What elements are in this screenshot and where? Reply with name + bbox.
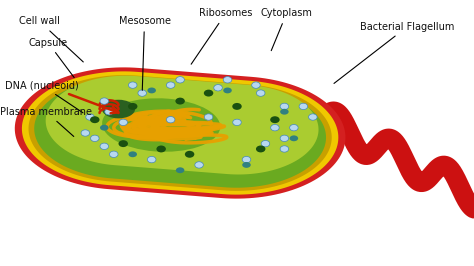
Ellipse shape — [271, 124, 279, 131]
Ellipse shape — [256, 146, 265, 152]
Polygon shape — [34, 78, 326, 188]
Ellipse shape — [102, 98, 220, 152]
Ellipse shape — [147, 156, 156, 163]
Ellipse shape — [280, 135, 289, 142]
Ellipse shape — [138, 90, 146, 96]
Text: DNA (nucleoid): DNA (nucleoid) — [5, 80, 83, 113]
Ellipse shape — [100, 98, 109, 104]
Ellipse shape — [232, 103, 242, 110]
Ellipse shape — [223, 77, 232, 83]
Text: Cytoplasm: Cytoplasm — [261, 8, 312, 51]
Ellipse shape — [280, 103, 289, 110]
Ellipse shape — [242, 162, 251, 168]
Ellipse shape — [90, 116, 100, 123]
Ellipse shape — [100, 125, 109, 131]
Ellipse shape — [81, 130, 90, 136]
Ellipse shape — [223, 88, 232, 93]
Ellipse shape — [100, 143, 109, 149]
Ellipse shape — [280, 146, 289, 152]
Ellipse shape — [128, 82, 137, 88]
Ellipse shape — [195, 162, 203, 168]
Ellipse shape — [233, 119, 241, 126]
Ellipse shape — [270, 116, 280, 123]
Ellipse shape — [102, 100, 135, 118]
Ellipse shape — [156, 146, 166, 152]
Ellipse shape — [185, 151, 194, 158]
Polygon shape — [28, 75, 332, 191]
Ellipse shape — [86, 114, 94, 120]
Text: Plasma membrane: Plasma membrane — [0, 107, 92, 136]
Ellipse shape — [176, 167, 184, 173]
Ellipse shape — [119, 119, 128, 126]
Ellipse shape — [109, 151, 118, 157]
Ellipse shape — [290, 124, 298, 131]
Ellipse shape — [214, 85, 222, 91]
Ellipse shape — [147, 88, 156, 93]
Ellipse shape — [175, 98, 185, 105]
Ellipse shape — [128, 103, 137, 110]
Ellipse shape — [105, 109, 113, 115]
Text: Mesosome: Mesosome — [118, 16, 171, 90]
Ellipse shape — [261, 140, 270, 147]
Polygon shape — [22, 71, 338, 195]
Ellipse shape — [242, 156, 251, 163]
Text: Bacterial Flagellum: Bacterial Flagellum — [334, 22, 455, 84]
Ellipse shape — [204, 90, 213, 97]
Ellipse shape — [166, 117, 175, 123]
Ellipse shape — [309, 114, 317, 120]
Polygon shape — [46, 76, 319, 174]
Text: Cell wall: Cell wall — [19, 16, 83, 62]
Ellipse shape — [176, 77, 184, 83]
Ellipse shape — [204, 114, 213, 120]
Polygon shape — [15, 67, 346, 199]
Text: Capsule: Capsule — [28, 38, 74, 78]
Ellipse shape — [252, 82, 260, 88]
Ellipse shape — [166, 82, 175, 88]
Ellipse shape — [290, 135, 298, 141]
Ellipse shape — [299, 103, 308, 110]
Ellipse shape — [118, 140, 128, 147]
Ellipse shape — [280, 109, 289, 115]
Text: Ribosomes: Ribosomes — [191, 8, 253, 64]
Ellipse shape — [91, 135, 99, 142]
Ellipse shape — [128, 151, 137, 157]
Ellipse shape — [256, 90, 265, 96]
